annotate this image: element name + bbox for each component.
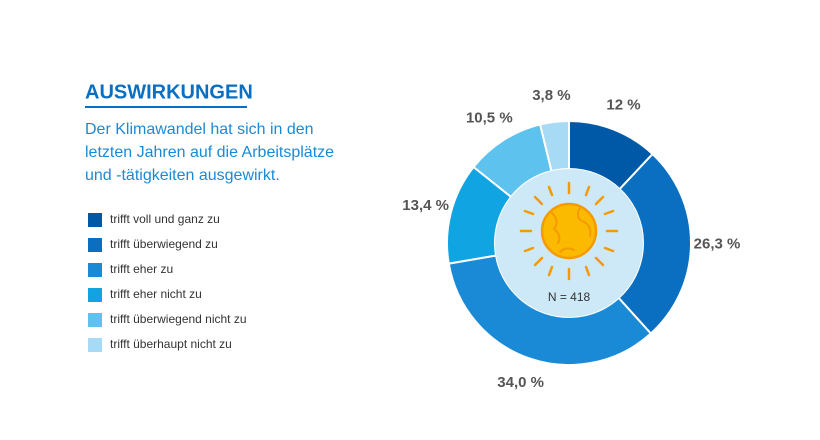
sun-icon (519, 181, 619, 281)
legend-label: trifft überhaupt nicht zu (110, 337, 232, 351)
legend-label: trifft voll und ganz zu (110, 212, 220, 226)
value-label: 12 % (606, 96, 640, 113)
legend-label: trifft überwiegend nicht zu (110, 312, 247, 326)
subtitle: und -tätigkeiten ausgewirkt. (85, 167, 280, 184)
legend-swatch (88, 263, 102, 277)
legend: trifft voll und ganz zu trifft überwiegen… (88, 212, 247, 352)
legend-swatch (88, 238, 102, 252)
value-label: 3,8 % (532, 87, 570, 104)
legend-swatch (88, 338, 102, 352)
subtitle: Der Klimawandel hat sich in den (85, 121, 314, 138)
legend-label: trifft überwiegend zu (110, 237, 218, 251)
value-label: 34,0 % (497, 374, 544, 391)
value-label: 26,3 % (694, 235, 741, 252)
legend-label: trifft eher zu (110, 262, 173, 276)
legend-swatch (88, 313, 102, 327)
subtitle: letzten Jahren auf die Arbeitsplätze (85, 144, 334, 161)
legend-swatch (88, 213, 102, 227)
value-label: 13,4 % (402, 197, 449, 214)
value-label: 10,5 % (466, 109, 513, 126)
legend-label: trifft eher nicht zu (110, 287, 202, 301)
center-label: N = 418 (548, 290, 591, 304)
legend-swatch (88, 288, 102, 302)
chart-title: AUSWIRKUNGEN (85, 81, 253, 103)
